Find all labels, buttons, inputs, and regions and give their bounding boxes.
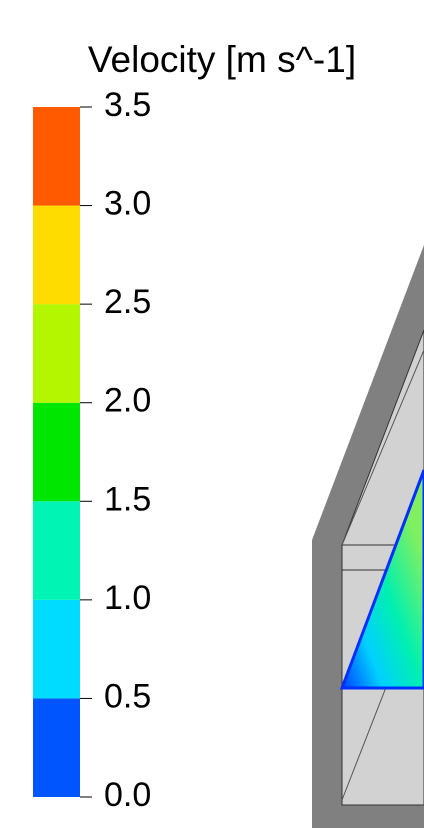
color-band [33, 206, 80, 305]
legend: 0.0 0.5 1.0 1.5 2.0 2.5 3.0 3.5 [33, 86, 151, 814]
tick-label: 2.5 [104, 283, 151, 321]
geometry [312, 245, 424, 828]
tick-label: 0.5 [104, 677, 151, 715]
viewport: Velocity [m s^-1] 0.0 0.5 1.0 1.5 2.0 2.5 3.0 3… [0, 0, 424, 828]
color-band [33, 304, 80, 403]
tick-label: 3.0 [104, 185, 151, 223]
legend-title: Velocity [m s^-1] [88, 39, 356, 80]
tick-label: 2.0 [104, 382, 151, 420]
color-band [33, 698, 80, 797]
color-band [33, 403, 80, 502]
tick-label: 1.0 [104, 579, 151, 617]
tick-label: 1.5 [104, 480, 151, 518]
color-band [33, 600, 80, 699]
tick-label: 0.0 [104, 776, 151, 814]
color-band [33, 501, 80, 600]
color-band [33, 107, 80, 206]
tick-label: 3.5 [104, 86, 151, 124]
